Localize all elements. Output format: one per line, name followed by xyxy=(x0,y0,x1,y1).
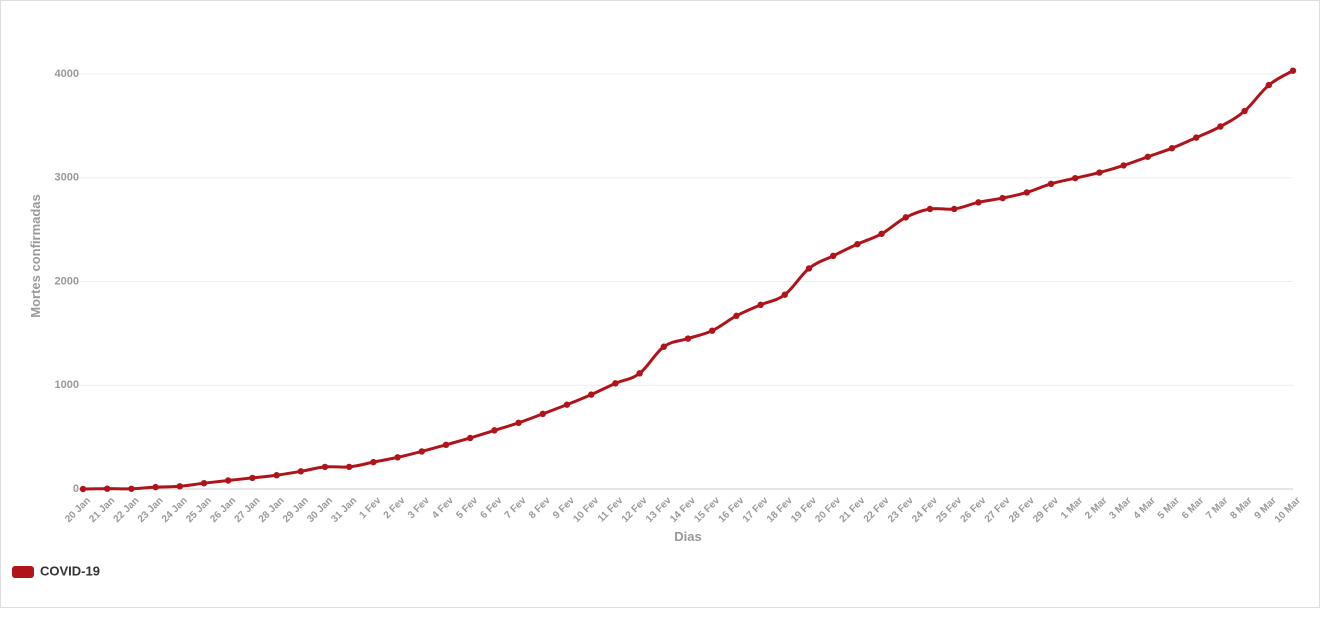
point xyxy=(442,441,450,449)
point xyxy=(1023,189,1030,196)
point xyxy=(104,485,111,492)
point xyxy=(563,401,571,408)
point xyxy=(1217,123,1224,130)
point xyxy=(467,434,474,442)
point xyxy=(660,343,667,350)
x-axis-title: Dias xyxy=(674,529,701,544)
point xyxy=(297,468,304,475)
point xyxy=(854,240,861,248)
y-tick-label: 4000 xyxy=(55,68,79,80)
point xyxy=(200,479,208,487)
point xyxy=(757,301,764,309)
point xyxy=(370,458,377,466)
point xyxy=(1144,153,1152,160)
point xyxy=(1096,169,1103,176)
point xyxy=(1241,107,1248,115)
point xyxy=(588,391,595,398)
y-tick-label: 2000 xyxy=(55,275,79,287)
point xyxy=(781,291,788,298)
point xyxy=(1047,180,1055,188)
point xyxy=(1193,134,1200,141)
y-axis-title: Mortes confirmadas xyxy=(28,194,43,318)
point xyxy=(805,265,813,272)
point xyxy=(346,463,353,471)
point xyxy=(684,335,692,342)
point xyxy=(515,419,522,427)
point xyxy=(1072,174,1079,182)
point xyxy=(709,327,716,334)
point xyxy=(1265,81,1273,89)
point xyxy=(128,485,135,492)
point xyxy=(1289,67,1297,74)
point xyxy=(176,483,183,490)
point xyxy=(152,483,159,491)
legend-swatch xyxy=(12,566,34,578)
point xyxy=(394,454,401,461)
point xyxy=(612,380,619,387)
point xyxy=(926,205,934,213)
point xyxy=(975,199,982,206)
point xyxy=(733,312,740,320)
point xyxy=(830,252,837,260)
point xyxy=(491,427,498,434)
legend-label: COVID-19 xyxy=(40,563,100,578)
point xyxy=(1120,162,1127,169)
point xyxy=(636,370,643,377)
point xyxy=(878,230,885,237)
point xyxy=(225,477,232,484)
point xyxy=(321,463,329,471)
point xyxy=(999,194,1006,202)
point xyxy=(902,214,909,221)
y-tick-label: 3000 xyxy=(55,172,79,184)
y-tick-label: 1000 xyxy=(55,379,79,391)
point xyxy=(79,485,87,493)
point xyxy=(418,448,425,455)
point xyxy=(539,410,546,418)
point xyxy=(249,474,256,482)
point xyxy=(951,205,958,213)
point xyxy=(1168,144,1176,152)
point xyxy=(273,472,280,479)
